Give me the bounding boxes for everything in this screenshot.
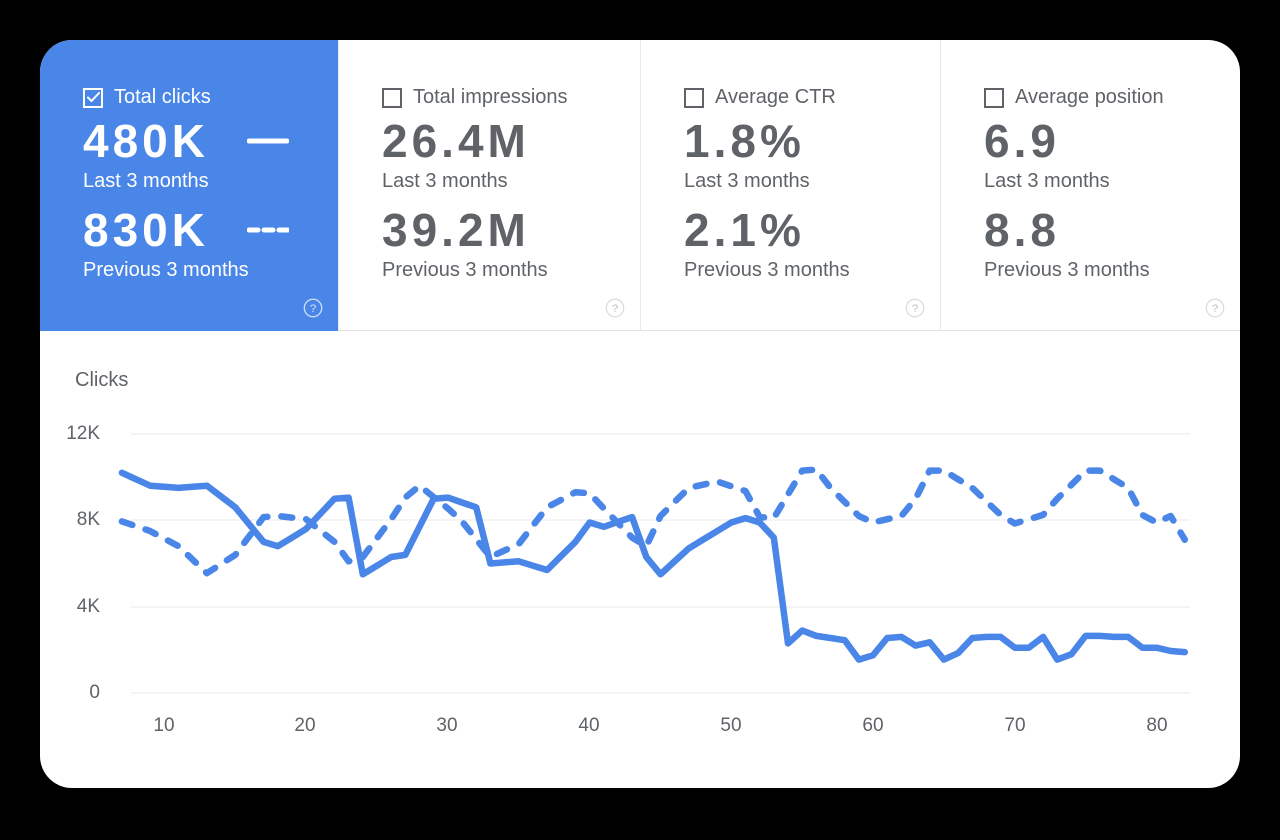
svg-text:?: ? [1212, 303, 1218, 315]
svg-text:?: ? [912, 303, 918, 315]
svg-text:?: ? [310, 303, 316, 315]
svg-text:?: ? [612, 303, 618, 315]
